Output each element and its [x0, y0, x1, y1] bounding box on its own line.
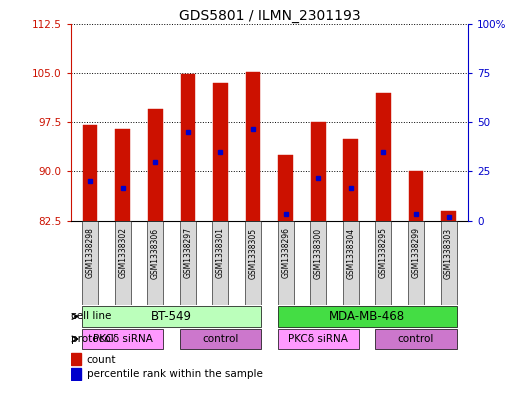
Bar [213, 83, 228, 221]
Bar [278, 155, 293, 221]
Bar [311, 122, 325, 221]
Text: GSM1338306: GSM1338306 [151, 228, 160, 279]
Bar [82, 221, 98, 305]
Bar [180, 221, 196, 305]
Text: count: count [86, 354, 116, 365]
Text: cell line: cell line [71, 311, 111, 321]
Bar [180, 329, 261, 349]
Bar [441, 211, 456, 221]
Text: GSM1338297: GSM1338297 [184, 228, 192, 279]
Bar [83, 125, 97, 221]
Bar [344, 139, 358, 221]
Bar [408, 171, 423, 221]
Text: GSM1338299: GSM1338299 [412, 228, 420, 279]
Title: GDS5801 / ILMN_2301193: GDS5801 / ILMN_2301193 [178, 9, 360, 22]
Bar [116, 129, 130, 221]
Bar [180, 74, 195, 221]
Bar [376, 221, 391, 305]
Text: GSM1338300: GSM1338300 [314, 228, 323, 279]
Text: GSM1338301: GSM1338301 [216, 228, 225, 279]
Text: GSM1338295: GSM1338295 [379, 228, 388, 279]
Bar [278, 306, 457, 327]
Text: GSM1338296: GSM1338296 [281, 228, 290, 279]
Bar [278, 221, 293, 305]
Bar [408, 221, 424, 305]
Bar [147, 221, 163, 305]
Text: GSM1338303: GSM1338303 [444, 228, 453, 279]
Bar [246, 72, 260, 221]
Text: PKCδ siRNA: PKCδ siRNA [93, 334, 153, 344]
Text: GSM1338305: GSM1338305 [248, 228, 257, 279]
Text: MDA-MB-468: MDA-MB-468 [329, 310, 405, 323]
Bar [212, 221, 229, 305]
Text: GSM1338304: GSM1338304 [346, 228, 355, 279]
Text: percentile rank within the sample: percentile rank within the sample [86, 369, 263, 379]
Text: control: control [202, 334, 238, 344]
Bar [115, 221, 131, 305]
Text: GSM1338302: GSM1338302 [118, 228, 127, 279]
Text: PKCδ siRNA: PKCδ siRNA [288, 334, 348, 344]
Bar [376, 329, 457, 349]
Bar [82, 306, 261, 327]
Bar [310, 221, 326, 305]
Bar [82, 329, 163, 349]
Bar [148, 109, 163, 221]
Bar [245, 221, 261, 305]
Bar [440, 221, 457, 305]
Text: control: control [398, 334, 434, 344]
Bar [71, 368, 81, 380]
Bar [71, 353, 81, 365]
Bar [278, 329, 359, 349]
Bar [376, 93, 391, 221]
Text: GSM1338298: GSM1338298 [86, 228, 95, 278]
Text: protocol: protocol [71, 334, 113, 344]
Bar [343, 221, 359, 305]
Text: BT-549: BT-549 [151, 310, 192, 323]
